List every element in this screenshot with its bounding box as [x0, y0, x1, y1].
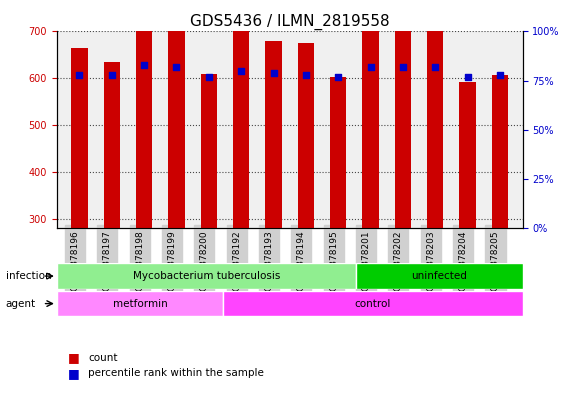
FancyBboxPatch shape: [57, 291, 223, 316]
Point: [431, 64, 440, 70]
Text: percentile rank within the sample: percentile rank within the sample: [88, 368, 264, 378]
Bar: [233, 139, 249, 359]
Point: [366, 64, 375, 70]
Bar: [492, 206, 508, 359]
Bar: [233, 8, 249, 228]
Bar: [201, 204, 217, 359]
FancyBboxPatch shape: [57, 263, 356, 289]
Text: metformin: metformin: [112, 299, 168, 309]
Bar: [265, 41, 282, 228]
Text: ■: ■: [68, 367, 80, 380]
Text: infection: infection: [6, 271, 51, 281]
Text: agent: agent: [6, 299, 36, 309]
Bar: [395, 0, 411, 228]
Bar: [168, 0, 185, 228]
Bar: [492, 75, 508, 228]
Bar: [72, 179, 87, 359]
Bar: [330, 208, 346, 359]
Bar: [395, 113, 411, 359]
Point: [463, 73, 472, 80]
Bar: [362, 0, 379, 228]
Bar: [427, 0, 443, 228]
Bar: [298, 174, 314, 359]
Point: [107, 72, 116, 78]
Point: [237, 68, 246, 74]
Bar: [362, 98, 379, 359]
Bar: [265, 172, 282, 359]
Point: [204, 73, 214, 80]
Bar: [168, 78, 185, 359]
Bar: [460, 82, 475, 228]
Bar: [104, 62, 120, 228]
FancyBboxPatch shape: [356, 263, 523, 289]
Point: [140, 62, 149, 68]
Bar: [201, 73, 217, 228]
Bar: [298, 43, 314, 228]
Point: [398, 64, 407, 70]
Text: Mycobacterium tuberculosis: Mycobacterium tuberculosis: [133, 271, 280, 281]
Text: uninfected: uninfected: [411, 271, 467, 281]
FancyBboxPatch shape: [223, 291, 523, 316]
Bar: [104, 193, 120, 359]
Point: [301, 72, 310, 78]
Text: count: count: [88, 353, 118, 363]
Bar: [330, 77, 346, 228]
Point: [495, 72, 504, 78]
Bar: [72, 48, 87, 228]
Bar: [136, 0, 152, 228]
Point: [333, 73, 343, 80]
Bar: [427, 103, 443, 359]
Title: GDS5436 / ILMN_2819558: GDS5436 / ILMN_2819558: [190, 14, 390, 30]
Point: [75, 72, 84, 78]
Point: [172, 64, 181, 70]
Text: ■: ■: [68, 351, 80, 364]
Text: control: control: [354, 299, 391, 309]
Bar: [460, 213, 475, 359]
Point: [269, 70, 278, 76]
Bar: [136, 57, 152, 359]
